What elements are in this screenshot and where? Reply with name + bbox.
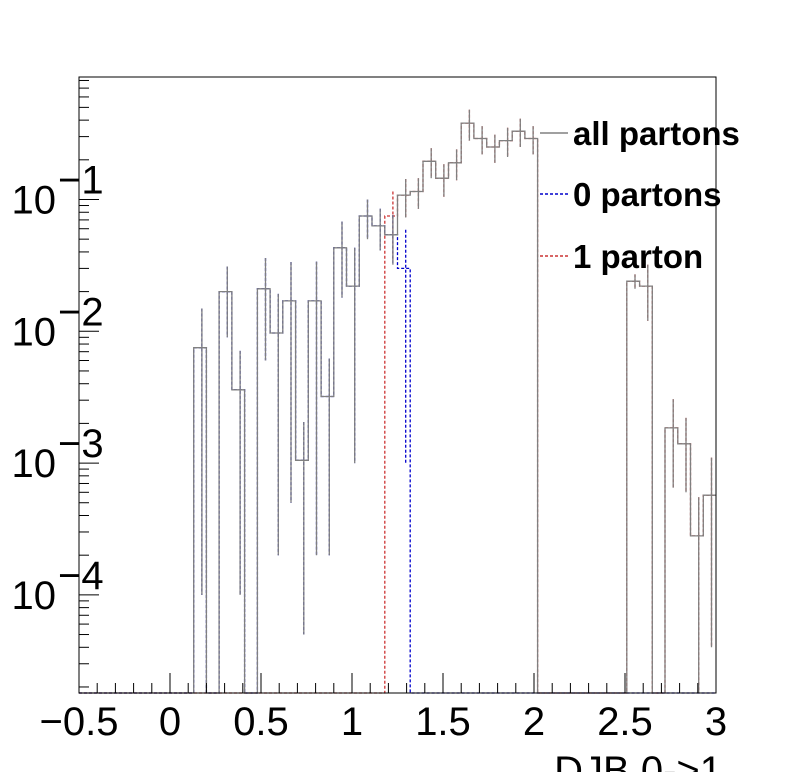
y-tick-label: 10 [12,574,57,618]
y-tick-exponent: −4 [58,554,104,598]
y-tick-exponent: −2 [58,290,104,334]
axis-layer: −0.5 0 0.5 1 1.5 2 2.5 310−110−210−310−4 [12,79,727,744]
x-tick-label: 3 [705,700,727,744]
x-tick-label: 1 [341,700,363,744]
x-tick-label: −0.5 [40,700,119,744]
y-tick-exponent: −1 [58,158,104,202]
legend-label: all partons [573,115,740,152]
legend-label: 0 partons [573,176,722,213]
x-tick-label: 0 [159,700,181,744]
data-layer [79,109,716,694]
x-axis-label: DJB 0->1 [554,749,722,772]
y-tick-label: 10 [12,310,57,354]
series-outline [79,215,716,694]
y-tick-exponent: −3 [58,422,104,466]
x-tick-label: 2.5 [597,700,653,744]
y-tick-label: 10 [12,442,57,486]
x-tick-label: 0.5 [233,700,289,744]
series-all-partons [79,109,716,694]
y-tick-label: 10 [12,178,57,222]
legend: all partons 0 partons 1 parton [540,115,740,275]
legend-label: 1 parton [573,238,703,275]
x-tick-label: 1.5 [415,700,471,744]
x-tick-label: 2 [523,700,545,744]
plot-frame [78,76,717,694]
